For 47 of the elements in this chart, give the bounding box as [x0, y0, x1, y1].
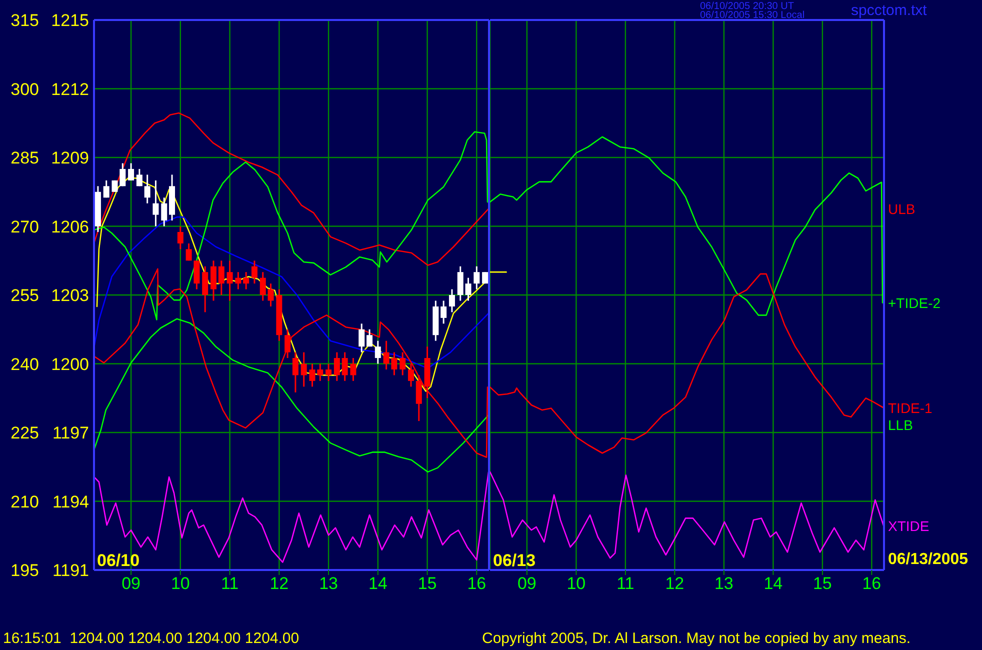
x-tick-label: 11: [220, 574, 239, 594]
y-tick-label: 315: [10, 11, 39, 30]
annotation: 06/10/2005 15:30 Local: [700, 10, 805, 22]
y2-tick-label: 1197: [52, 424, 89, 443]
y-tick-label: 240: [10, 354, 39, 374]
y2-tick-label: 1215: [51, 11, 89, 30]
annotation: 06/13: [493, 551, 536, 570]
y2-tick-label: 1191: [52, 561, 89, 580]
y2-tick-label: 1212: [51, 80, 89, 99]
y-tick-label: 300: [10, 80, 39, 99]
y-tick-label: 195: [10, 561, 39, 580]
x-tick-label: 14: [764, 574, 783, 594]
x-tick-label: 12: [665, 574, 684, 594]
y-tick-label: 270: [10, 217, 39, 236]
annotation: 06/10: [97, 551, 140, 570]
y-tick-label: 225: [10, 424, 39, 443]
text: ULB: [888, 200, 916, 218]
y2-tick-label: 1203: [51, 286, 89, 306]
text: 06/10/2005 20:30 UT: [700, 1, 794, 12]
x-tick-label: 16: [862, 574, 882, 594]
y-tick-label: 285: [10, 148, 39, 168]
y2-tick-label: 1200: [51, 354, 89, 374]
x-tick-label: 13: [319, 574, 338, 594]
text: 06/13/2005: [888, 551, 968, 569]
y2-tick-label: 1206: [51, 217, 89, 236]
y2-tick-label: 1209: [51, 148, 89, 168]
x-tick-label: 11: [616, 574, 634, 594]
x-tick-label: 09: [122, 574, 140, 594]
series-label: TIDE-1: [888, 398, 932, 417]
x-tick-label: 14: [368, 574, 388, 594]
x-tick-label: 09: [517, 574, 536, 594]
y-tick-label: 255: [10, 286, 39, 306]
x-tick-label: 10: [170, 574, 190, 594]
text: LLB: [888, 416, 913, 434]
series-label: XTIDE: [888, 516, 930, 535]
x-tick-label: 16: [467, 574, 486, 594]
y-tick-label: 210: [10, 492, 39, 512]
x-tick-label: 10: [566, 574, 586, 594]
x-tick-label: 15: [812, 574, 832, 594]
x-tick-label: 13: [714, 574, 734, 594]
x-tick-label: 15: [418, 574, 437, 594]
text: Copyright 2005, Dr. Al Larson. May not be copied by any means.: [482, 630, 911, 647]
series-label: +TIDE-2: [888, 294, 941, 312]
text: 16:15:01 1204.00 1204.00 1204.00 1204.00: [3, 630, 300, 647]
x-tick-label: 12: [270, 574, 289, 594]
text: spcctom.txt: [851, 2, 927, 19]
y2-tick-label: 1194: [52, 492, 89, 512]
